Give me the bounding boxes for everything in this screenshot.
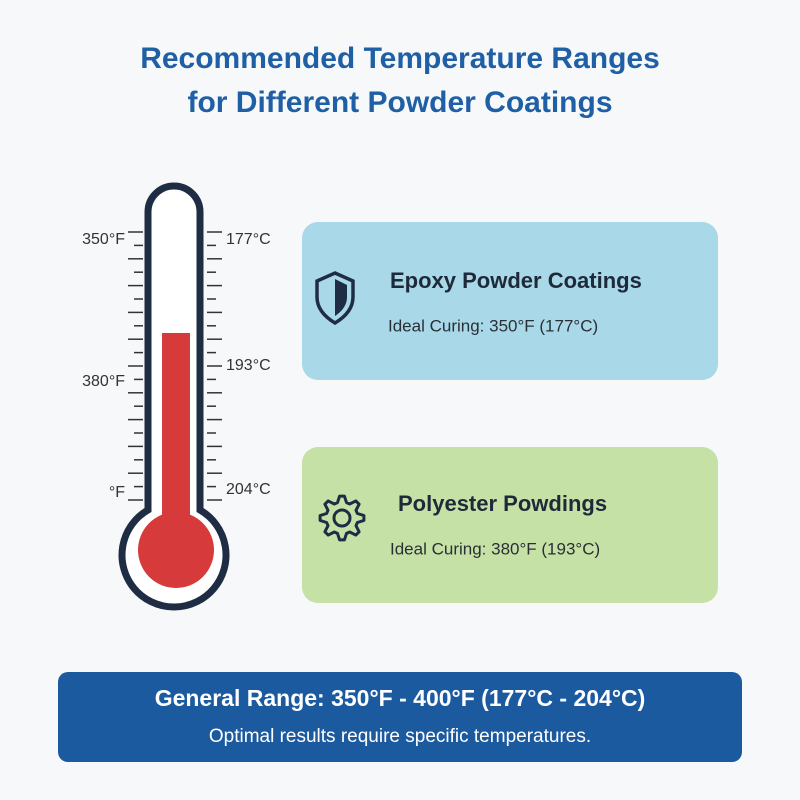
thermometer-fill [162, 333, 190, 533]
celsius-label: 177°C [226, 231, 271, 248]
fahrenheit-label: 350°F [82, 231, 125, 248]
thermometer [118, 182, 230, 611]
celsius-label: 204°C [226, 481, 271, 498]
card-title: Polyester Powdings [398, 491, 607, 516]
title-line: for Different Powder Coatings [187, 86, 612, 119]
celsius-label: 193°C [226, 357, 271, 374]
fahrenheit-label: 380°F [82, 373, 125, 390]
footer-note: Optimal results require specific tempera… [209, 726, 591, 747]
card-detail: Ideal Curing: 350°F (177°C) [388, 316, 598, 335]
card-detail: Ideal Curing: 380°F (193°C) [390, 539, 600, 558]
shield-icon [315, 271, 355, 326]
gear-icon [318, 494, 366, 542]
title-line: Recommended Temperature Ranges [140, 42, 660, 75]
gear-outline [318, 494, 366, 542]
footer-title: General Range: 350°F - 400°F (177°C - 20… [155, 685, 646, 711]
card [302, 447, 718, 603]
thermometer-bulb [138, 512, 214, 588]
card [302, 222, 718, 380]
card-title: Epoxy Powder Coatings [390, 268, 642, 293]
fahrenheit-label: °F [109, 484, 125, 501]
footer-banner [58, 672, 742, 762]
